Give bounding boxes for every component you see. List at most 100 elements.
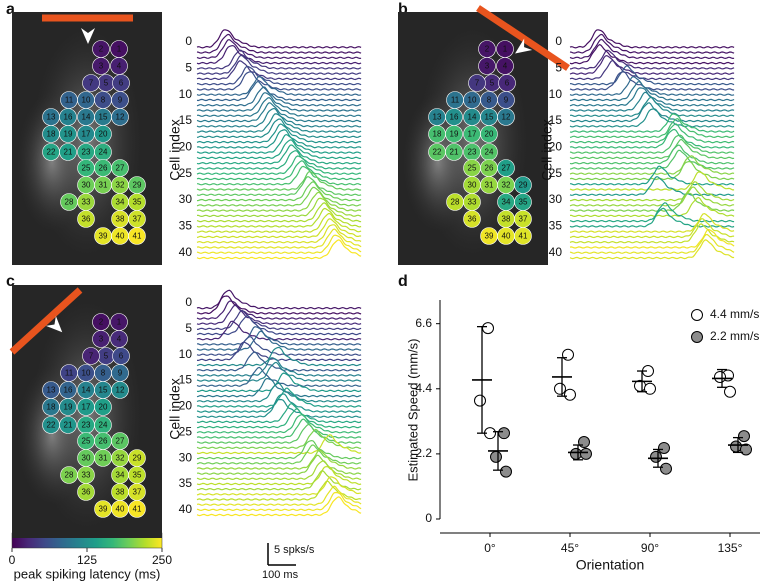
cell-label: 23 <box>468 148 477 157</box>
trace <box>196 398 362 419</box>
cell-label: 7 <box>89 352 94 361</box>
cell-label: 28 <box>65 198 74 207</box>
cell-label: 15 <box>99 386 108 395</box>
cell-label: 13 <box>433 113 442 122</box>
stimulus-bar <box>476 5 570 71</box>
trace <box>196 54 362 75</box>
cell-label: 21 <box>64 148 73 157</box>
cell <box>42 143 60 161</box>
cell-label: 7 <box>89 79 94 88</box>
cell-label: 34 <box>116 198 125 207</box>
cell-label: 29 <box>133 181 142 190</box>
y-tick-label: 6.6 <box>415 316 432 330</box>
cell-label: 6 <box>119 352 124 361</box>
scale-bar-time-label: 100 ms <box>262 569 299 581</box>
trace <box>569 160 735 181</box>
trace <box>196 71 362 91</box>
cell-label: 10 <box>468 96 477 105</box>
y-axis-label: Estimated Speed (mm/s) <box>405 338 420 481</box>
trace <box>196 207 362 228</box>
cell-label: 3 <box>485 62 490 71</box>
cell-label: 16 <box>450 113 459 122</box>
trace <box>569 59 735 81</box>
cell <box>468 74 486 92</box>
trace <box>197 439 362 460</box>
y-tick-label: 0 <box>555 34 562 48</box>
cell-label: 39 <box>485 232 494 241</box>
cell-label: 16 <box>64 113 73 122</box>
cell-label: 8 <box>101 96 106 105</box>
point <box>498 427 510 440</box>
cell-label: 6 <box>505 79 510 88</box>
trace <box>196 449 362 470</box>
point <box>724 385 736 398</box>
cell-label: 16 <box>64 386 73 395</box>
point <box>658 441 670 454</box>
trace <box>569 171 735 191</box>
scale-bar: 5 spks/s 100 ms <box>262 543 315 581</box>
y-tick-label: 40 <box>179 502 193 516</box>
cell-label: 22 <box>433 148 442 157</box>
x-tick-label: 90° <box>641 541 659 555</box>
cell-label: 27 <box>116 437 125 446</box>
point <box>474 394 486 407</box>
trace <box>196 150 362 170</box>
point <box>500 465 512 478</box>
cell-label: 5 <box>104 352 109 361</box>
point <box>740 443 752 456</box>
trace <box>196 485 362 506</box>
cell-label: 21 <box>450 148 459 157</box>
trace <box>196 496 362 517</box>
cell-label: 28 <box>65 471 74 480</box>
cell-label: 3 <box>99 62 104 71</box>
trace <box>569 76 735 96</box>
cell-label: 13 <box>47 113 56 122</box>
y-tick-label: 15 <box>549 113 563 127</box>
trace <box>569 29 735 49</box>
cell-label: 25 <box>468 164 477 173</box>
trace <box>196 470 362 491</box>
y-axis-label: Cell index <box>167 378 183 439</box>
point <box>580 447 592 460</box>
cell-label: 17 <box>468 130 477 139</box>
trace <box>569 33 735 54</box>
cell-label: 12 <box>116 113 125 122</box>
x-tick-label: 45° <box>561 541 579 555</box>
cell-label: 30 <box>82 181 91 190</box>
cell-label: 34 <box>502 198 511 207</box>
y-tick-label: 10 <box>179 87 193 101</box>
y-axis-label: Cell index <box>539 119 555 180</box>
cell-label: 35 <box>133 198 142 207</box>
cell-label: 36 <box>468 215 477 224</box>
legend-label: 4.4 mm/s <box>710 307 759 321</box>
trace <box>569 113 735 133</box>
trace <box>196 315 362 336</box>
trace <box>196 403 362 424</box>
cell-label: 18 <box>47 130 56 139</box>
trace <box>569 54 735 75</box>
trace <box>197 341 362 362</box>
cell-label: 33 <box>468 198 477 207</box>
trace <box>196 181 362 202</box>
trace <box>569 80 735 102</box>
cell-label: 31 <box>99 454 108 463</box>
trace <box>196 377 362 398</box>
y-tick-label: 25 <box>179 424 193 438</box>
cell-label: 39 <box>99 505 108 514</box>
cell-label: 9 <box>118 96 123 105</box>
cell-label: 37 <box>133 215 142 224</box>
trace <box>196 382 362 403</box>
trace <box>196 414 362 434</box>
trace <box>196 191 362 212</box>
trace <box>196 49 362 70</box>
cell-label: 30 <box>82 454 91 463</box>
cell-label: 27 <box>116 164 125 173</box>
trace <box>569 228 735 249</box>
cell-label: 20 <box>99 130 108 139</box>
cell-label: 38 <box>502 215 511 224</box>
cell-label: 4 <box>117 62 122 71</box>
trace <box>196 234 362 254</box>
cell-label: 37 <box>133 488 142 497</box>
